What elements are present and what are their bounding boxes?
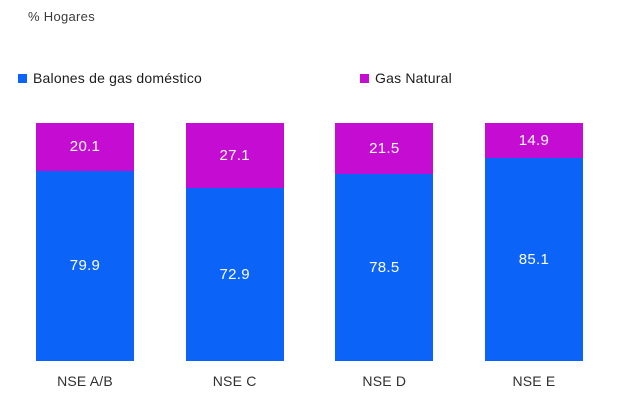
segment-value-label: 78.5 — [369, 259, 400, 277]
chart-title: % Hogares — [28, 9, 96, 24]
bar-nse-ab: 20.1 79.9 — [36, 123, 134, 361]
legend-label-gas-natural: Gas Natural — [375, 70, 452, 86]
segment-gas-natural: 27.1 — [185, 123, 284, 188]
segment-value-label: 14.9 — [518, 132, 550, 150]
legend-swatch-magenta-icon — [360, 73, 369, 83]
segment-gas-natural: 21.5 — [335, 123, 434, 175]
segment-gas-natural: 14.9 — [484, 123, 583, 159]
legend: Balones de gas doméstico Gas Natural — [0, 69, 643, 87]
segment-value-label: 27.1 — [219, 146, 250, 164]
x-tick-label-nse-ab: NSE A/B — [57, 373, 113, 389]
bar-nse-d: 21.5 78.5 — [335, 123, 434, 361]
segment-value-label: 21.5 — [369, 140, 400, 158]
legend-item-balones: Balones de gas doméstico — [18, 69, 202, 87]
x-tick-label-nse-e: NSE E — [512, 373, 556, 389]
segment-value-label: 20.1 — [69, 138, 101, 156]
segment-balones: 85.1 — [484, 158, 583, 361]
segment-value-label: 72.9 — [219, 265, 250, 283]
plot-area: 20.1 79.9 27.1 72.9 21.5 78.5 14.9 — [36, 123, 583, 361]
segment-value-label: 79.9 — [69, 257, 101, 275]
bar-nse-c: 27.1 72.9 — [185, 123, 284, 361]
segment-gas-natural: 20.1 — [36, 123, 134, 171]
segment-balones: 78.5 — [335, 174, 434, 361]
legend-swatch-blue-icon — [18, 73, 27, 83]
x-tick-label-nse-d: NSE D — [362, 373, 407, 389]
segment-balones: 79.9 — [36, 170, 134, 361]
legend-item-gas-natural: Gas Natural — [360, 69, 452, 87]
x-axis: NSE A/B NSE C NSE D NSE E — [36, 373, 583, 389]
x-tick-label-nse-c: NSE C — [212, 373, 257, 389]
segment-balones: 72.9 — [185, 187, 284, 361]
bar-nse-e: 14.9 85.1 — [484, 123, 583, 361]
segment-value-label: 85.1 — [518, 251, 550, 269]
legend-label-balones: Balones de gas doméstico — [33, 70, 203, 86]
